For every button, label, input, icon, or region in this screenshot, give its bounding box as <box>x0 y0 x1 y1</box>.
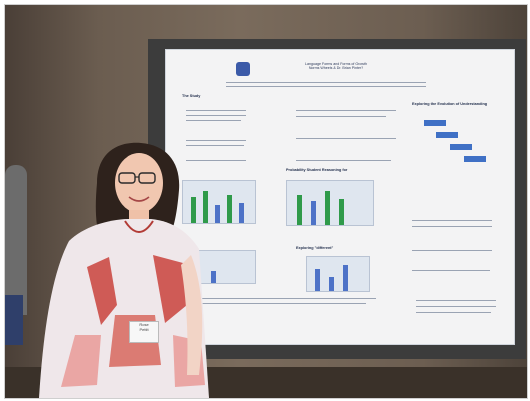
intro-text-line <box>226 86 426 88</box>
body-text <box>186 120 241 122</box>
body-text <box>296 160 391 162</box>
flow-box <box>464 156 486 162</box>
chart-bar <box>311 201 316 225</box>
chart-bar <box>203 191 208 223</box>
body-text <box>186 140 246 142</box>
university-seal-icon <box>236 62 250 76</box>
body-text <box>416 300 496 302</box>
poster-title: Language Forms and Forms of Growth Norms… <box>266 62 406 70</box>
background-person <box>5 165 27 315</box>
dress-pattern <box>61 335 101 387</box>
body-text <box>186 145 244 147</box>
flow-box <box>450 144 472 150</box>
body-text <box>296 110 396 112</box>
chart-bar <box>215 205 220 223</box>
flow-box <box>424 120 446 126</box>
body-text <box>186 298 376 300</box>
flow-box <box>436 132 458 138</box>
body-text <box>412 250 492 252</box>
smile <box>128 196 150 202</box>
woman-presenter <box>39 142 209 398</box>
chart-bar <box>297 195 302 225</box>
photo-frame: Language Forms and Forms of Growth Norms… <box>4 4 528 399</box>
section-title-different: Exploring "different" <box>296 246 334 250</box>
right-arm <box>181 255 203 375</box>
face <box>115 153 163 213</box>
section-title-reasoning: Probability Student Reasoning for <box>286 168 348 172</box>
chart-bar <box>191 197 196 223</box>
badge-line-2: Pettit <box>139 327 149 332</box>
body-text <box>412 220 492 222</box>
chart-bar <box>343 265 348 291</box>
chart-bar <box>211 271 216 283</box>
background-person-arm <box>5 295 23 345</box>
body-text <box>412 270 490 272</box>
poster-title-line-2: Norms Wheels & Dr. Brian Pinter? <box>308 66 364 71</box>
section-title-study: The Study <box>182 94 201 98</box>
body-text <box>186 160 246 162</box>
chart-bar <box>315 269 320 291</box>
chart-bar <box>239 203 244 223</box>
body-text <box>186 115 246 117</box>
glasses-left-lens <box>118 172 136 184</box>
chart-bar <box>325 191 330 225</box>
body-text <box>416 312 491 314</box>
chart-panel-middle <box>286 180 374 226</box>
dress-pattern <box>153 255 187 323</box>
chart-bar <box>339 199 344 225</box>
section-title-evolution: Exploring the Evolution of Understanding <box>412 102 488 106</box>
chart-panel-lower-middle <box>306 256 370 292</box>
neckline <box>124 220 154 233</box>
dress-pattern <box>87 257 117 325</box>
poster-title-line-1: Language Forms and Forms of Growth <box>305 62 367 66</box>
chart-bar <box>329 277 334 291</box>
glasses-right-lens <box>138 172 156 184</box>
body-text <box>296 138 396 140</box>
body-text <box>186 303 366 305</box>
body-text <box>416 306 496 308</box>
chart-panel-left <box>182 180 256 224</box>
body-text <box>296 116 386 118</box>
body-text <box>186 110 246 112</box>
chart-bar <box>227 195 232 223</box>
intro-text-line <box>226 82 426 84</box>
body-text <box>412 226 492 228</box>
badge-line-1: Rose <box>139 322 149 327</box>
name-badge: Rose Pettit <box>129 321 159 343</box>
